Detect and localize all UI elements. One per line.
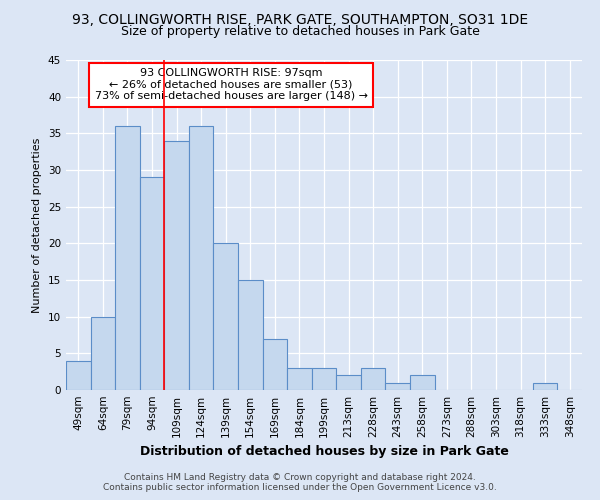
Text: Contains HM Land Registry data © Crown copyright and database right 2024.
Contai: Contains HM Land Registry data © Crown c…	[103, 473, 497, 492]
Bar	[410, 376, 434, 390]
Bar	[140, 178, 164, 390]
Text: 93 COLLINGWORTH RISE: 97sqm
← 26% of detached houses are smaller (53)
73% of sem: 93 COLLINGWORTH RISE: 97sqm ← 26% of det…	[95, 68, 368, 102]
Bar	[164, 140, 189, 390]
Bar	[336, 376, 361, 390]
X-axis label: Distribution of detached houses by size in Park Gate: Distribution of detached houses by size …	[140, 446, 508, 458]
Bar	[238, 280, 263, 390]
Bar	[263, 338, 287, 390]
Bar	[91, 316, 115, 390]
Bar	[287, 368, 312, 390]
Bar	[312, 368, 336, 390]
Bar	[214, 244, 238, 390]
Bar	[66, 360, 91, 390]
Text: Size of property relative to detached houses in Park Gate: Size of property relative to detached ho…	[121, 25, 479, 38]
Bar	[189, 126, 214, 390]
Bar	[361, 368, 385, 390]
Bar	[533, 382, 557, 390]
Text: 93, COLLINGWORTH RISE, PARK GATE, SOUTHAMPTON, SO31 1DE: 93, COLLINGWORTH RISE, PARK GATE, SOUTHA…	[72, 12, 528, 26]
Bar	[385, 382, 410, 390]
Y-axis label: Number of detached properties: Number of detached properties	[32, 138, 43, 312]
Bar	[115, 126, 140, 390]
